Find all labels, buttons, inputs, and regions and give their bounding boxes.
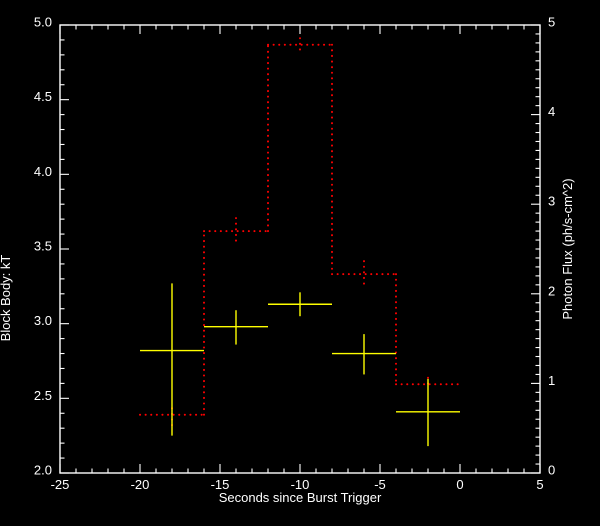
svg-text:-20: -20: [131, 477, 150, 492]
svg-text:Seconds since Burst Trigger: Seconds since Burst Trigger: [219, 490, 382, 505]
svg-text:4: 4: [548, 104, 555, 119]
svg-text:5.0: 5.0: [34, 15, 52, 30]
svg-text:Photon Flux (ph/s-cm^2): Photon Flux (ph/s-cm^2): [560, 178, 575, 319]
svg-text:2.0: 2.0: [34, 463, 52, 478]
svg-text:0: 0: [548, 463, 555, 478]
svg-text:1: 1: [548, 373, 555, 388]
svg-text:3.5: 3.5: [34, 239, 52, 254]
svg-text:0: 0: [456, 477, 463, 492]
svg-text:3: 3: [548, 194, 555, 209]
svg-text:3.0: 3.0: [34, 313, 52, 328]
svg-text:4.5: 4.5: [34, 89, 52, 104]
svg-text:Block Body: kT: Block Body: kT: [0, 255, 13, 342]
svg-text:-25: -25: [51, 477, 70, 492]
svg-text:4.0: 4.0: [34, 164, 52, 179]
svg-text:2: 2: [548, 283, 555, 298]
svg-text:5: 5: [536, 477, 543, 492]
svg-text:5: 5: [548, 15, 555, 30]
svg-text:2.5: 2.5: [34, 388, 52, 403]
